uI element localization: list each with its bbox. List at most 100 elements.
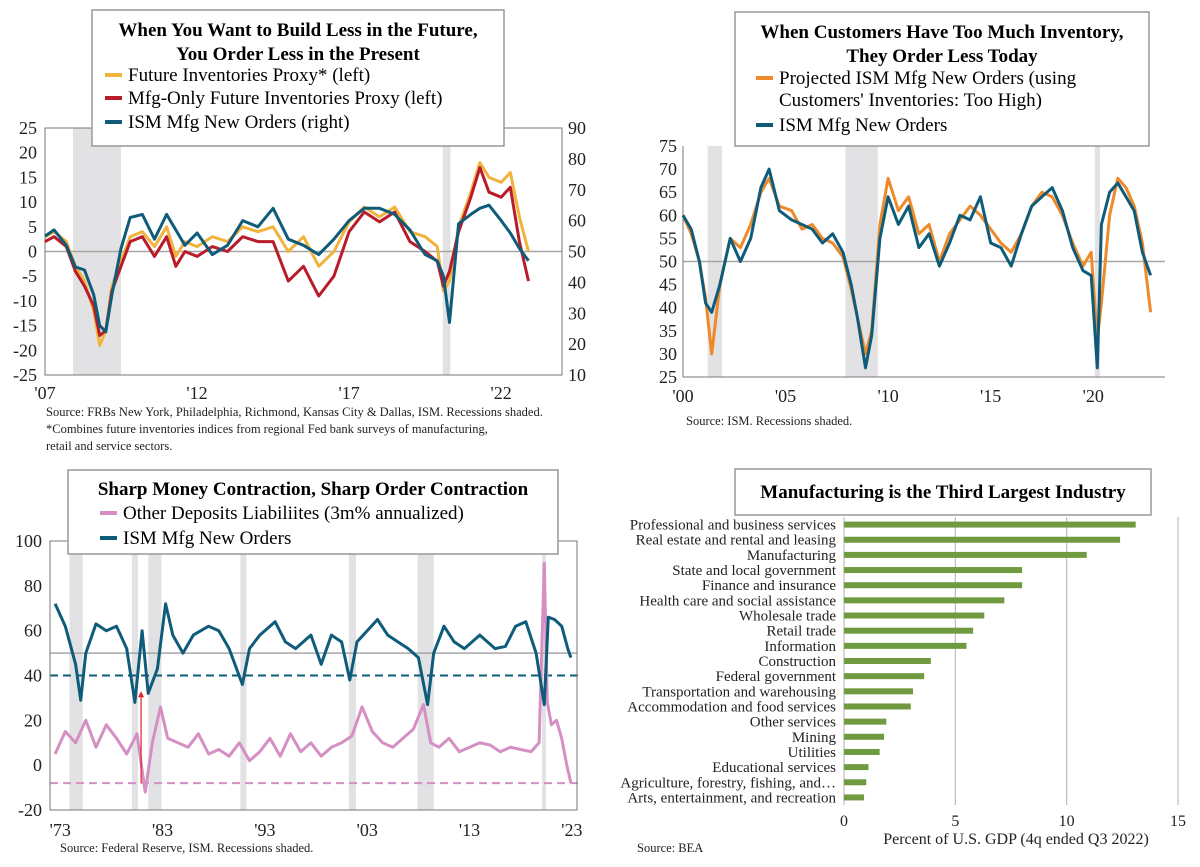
x-tick-label: '13 (459, 820, 480, 840)
y-tick-label-right: 30 (568, 303, 586, 323)
x-tick-label: '23 (561, 820, 582, 840)
x-tick-label: '10 (877, 386, 898, 406)
category-label: Federal government (716, 669, 837, 685)
y-tick-label: 25 (659, 367, 677, 387)
x-tick-label: '73 (50, 820, 71, 840)
bar (844, 779, 867, 786)
y-tick-label-left: -20 (13, 340, 37, 360)
category-label: Mining (792, 730, 837, 746)
series-line (53, 561, 573, 794)
category-label: Other services (750, 715, 836, 731)
y-tick-label-right: 90 (568, 118, 586, 138)
y-tick-label-right: 40 (568, 272, 586, 292)
bar (844, 582, 1023, 589)
bar (844, 551, 1087, 558)
y-tick-label-right: 20 (568, 334, 586, 354)
source-note: Source: BEA (637, 841, 703, 855)
source-note: *Combines future inventories indices fro… (46, 422, 488, 436)
chart-future-inventories: 2520151050-5-10-15-20-259080706050403020… (13, 9, 586, 453)
category-label: Construction (759, 654, 837, 670)
title-box (734, 11, 1150, 147)
chart-title: When You Want to Build Less in the Futur… (118, 20, 477, 41)
bar (844, 658, 931, 664)
y-tick-label-left: 25 (19, 118, 37, 138)
chart-money-contraction: 100 80 60 40 20 0 -20 '73 '83 '93 '03 '13 '23 Sharp M… (15, 469, 583, 855)
x-tick-label: 10 (1059, 813, 1075, 830)
series-line (44, 203, 530, 334)
y-tick-label-left: -15 (13, 316, 37, 336)
source-note: Source: FRBs New York, Philadelphia, Ric… (46, 405, 543, 419)
y-tick-label-left: 0 (28, 242, 37, 262)
x-tick-label: '05 (775, 386, 796, 406)
y-tick-label-right: 70 (568, 180, 586, 200)
x-tick-label: 0 (840, 813, 848, 830)
title-box (67, 469, 559, 555)
y-tick-label: 50 (659, 252, 677, 272)
bar (844, 748, 880, 755)
legend-label: Future Inventories Proxy* (left) (128, 65, 370, 86)
category-label: Educational services (712, 760, 836, 776)
chart-title: Manufacturing is the Third Largest Indus… (760, 482, 1126, 503)
category-label: Arts, entertainment, and recreation (627, 790, 836, 806)
title-box (91, 9, 505, 147)
y-tick-label: -20 (18, 800, 42, 820)
y-tick-label-left: -25 (13, 365, 37, 385)
y-tick-label-right: 60 (568, 211, 586, 231)
x-tick-label: '93 (254, 820, 275, 840)
bar (844, 642, 967, 649)
source-note: Source: Federal Reserve, ISM. Recessions… (60, 841, 313, 855)
y-tick-label: 30 (659, 344, 677, 364)
x-tick-label: '17 (338, 383, 359, 403)
y-tick-label: 45 (659, 275, 677, 295)
category-label: Retail trade (766, 624, 836, 640)
legend-label: ISM Mfg New Orders (right) (128, 112, 350, 133)
chart-title: They Order Less Today (846, 46, 1038, 67)
bar (844, 627, 974, 634)
category-label: Information (764, 639, 836, 655)
bar (844, 703, 911, 710)
bar (844, 688, 914, 695)
bar (844, 718, 887, 725)
source-note: retail and service sectors. (46, 439, 172, 453)
y-tick-label-right: 50 (568, 242, 586, 262)
x-tick-label: 5 (951, 813, 959, 830)
chart-gdp-industry: 0 5 10 15 Professional and business services… (620, 468, 1186, 855)
source-note: Source: ISM. Recessions shaded. (686, 414, 852, 428)
category-label: Transportation and warehousing (642, 684, 836, 700)
y-tick-label: 75 (659, 136, 677, 156)
y-tick-label: 35 (659, 321, 677, 341)
bar (844, 536, 1121, 543)
category-label: Utilities (788, 745, 836, 761)
y-tick-label-left: 20 (19, 143, 37, 163)
x-tick-label: '03 (357, 820, 378, 840)
x-tick-label: '07 (34, 383, 55, 403)
bar (844, 733, 885, 740)
y-tick-label-left: -10 (13, 291, 37, 311)
y-tick-label: 80 (24, 576, 42, 596)
chart-title: You Order Less in the Present (176, 44, 420, 65)
legend-label: Projected ISM Mfg New Orders (using (779, 68, 1077, 89)
bar (844, 764, 869, 771)
y-tick-label: 65 (659, 182, 677, 202)
legend-label: ISM Mfg New Orders (123, 528, 291, 549)
category-label: Real estate and rental and leasing (636, 533, 837, 549)
y-tick-label: 40 (24, 666, 42, 686)
legend-label: Mfg-Only Future Inventories Proxy (left) (128, 88, 443, 109)
y-tick-label: 0 (33, 755, 42, 775)
y-tick-label-right: 80 (568, 149, 586, 169)
bar (844, 597, 1005, 604)
y-tick-label: 55 (659, 228, 677, 248)
y-tick-label-left: 10 (19, 192, 37, 212)
legend-label: Customers' Inventories: Too High) (779, 90, 1042, 111)
chart-title: When Customers Have Too Much Inventory, (760, 22, 1123, 43)
category-label: Professional and business services (630, 518, 836, 534)
category-label: Accommodation and food services (627, 699, 836, 715)
x-axis-label: Percent of U.S. GDP (4q ended Q3 2022) (883, 831, 1149, 848)
y-tick-label: 60 (24, 621, 42, 641)
title-box (734, 468, 1152, 516)
legend-label: Other Deposits Liabiliites (3m% annualiz… (123, 503, 464, 524)
y-tick-label: 70 (659, 159, 677, 179)
category-label: Agriculture, forestry, fishing, and… (620, 775, 836, 791)
y-tick-label-left: 15 (19, 167, 37, 187)
